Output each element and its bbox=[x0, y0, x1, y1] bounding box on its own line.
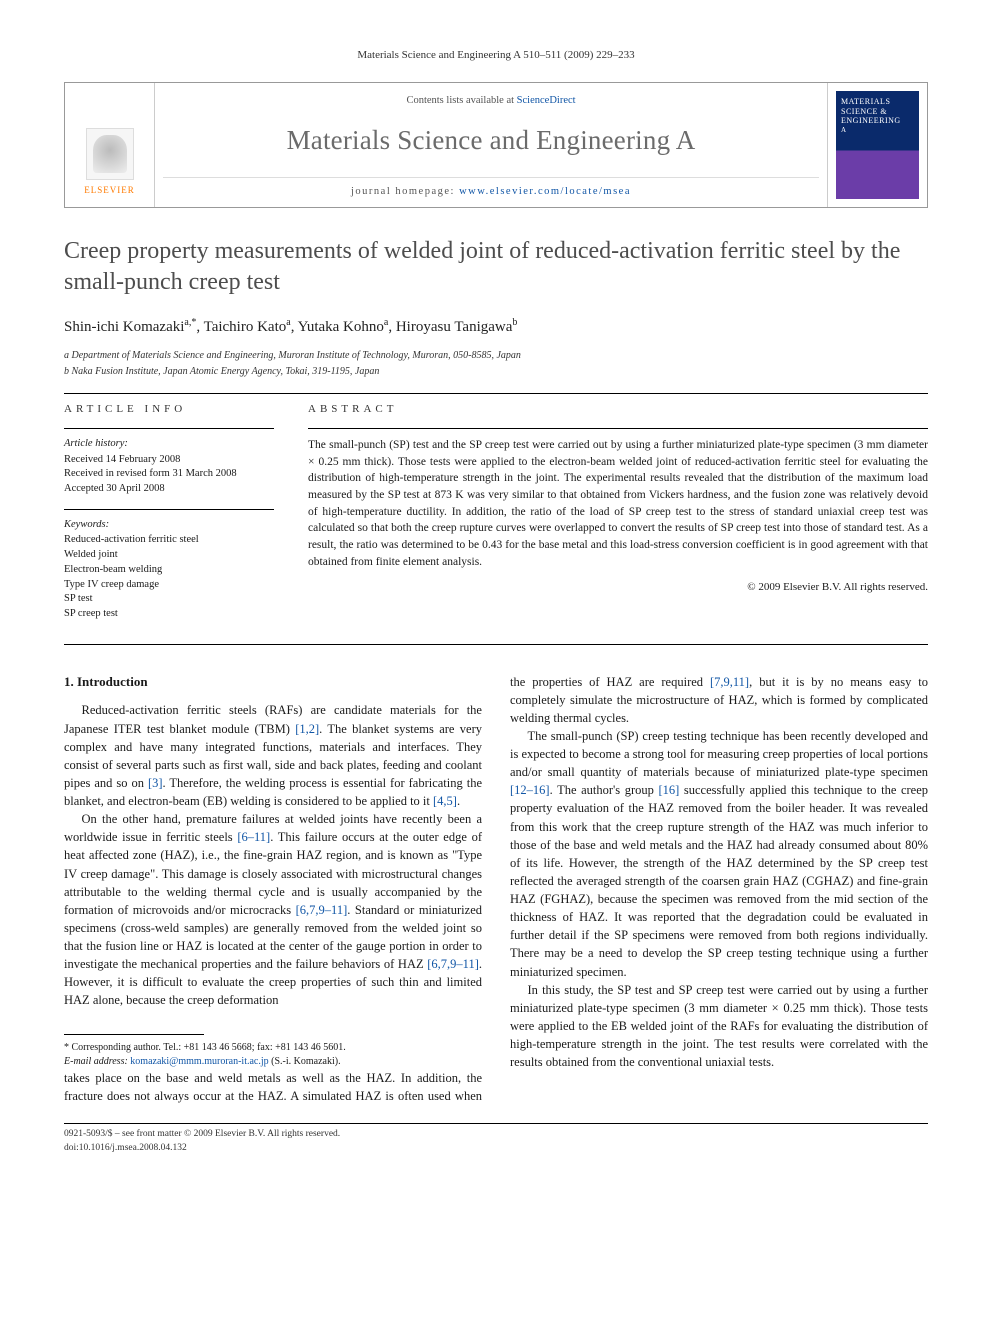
abstract-heading: ABSTRACT bbox=[308, 402, 928, 418]
email-line: E-mail address: komazaki@mmm.muroran-it.… bbox=[64, 1055, 482, 1069]
ref-link-3[interactable]: [3] bbox=[148, 776, 163, 790]
section-1-heading: 1. Introduction bbox=[64, 673, 482, 692]
article-title: Creep property measurements of welded jo… bbox=[64, 236, 928, 298]
intro-p5: In this study, the SP test and SP creep … bbox=[510, 981, 928, 1072]
article-info-heading: ARTICLE INFO bbox=[64, 402, 274, 418]
running-head: Materials Science and Engineering A 510–… bbox=[64, 48, 928, 64]
homepage-line: journal homepage: www.elsevier.com/locat… bbox=[163, 177, 819, 199]
bottom-bar: 0921-5093/$ – see front matter © 2009 El… bbox=[64, 1123, 928, 1156]
keywords-title: Keywords: bbox=[64, 518, 274, 533]
ref-link-6-7-9-11a[interactable]: [6,7,9–11] bbox=[296, 903, 348, 917]
history-0: Received 14 February 2008 bbox=[64, 453, 274, 468]
history-1: Received in revised form 31 March 2008 bbox=[64, 467, 274, 482]
ref-link-6-11[interactable]: [6–11] bbox=[237, 830, 270, 844]
homepage-prefix: journal homepage: bbox=[351, 186, 459, 197]
affil-a: a Department of Materials Science and En… bbox=[64, 349, 928, 364]
email-label: E-mail address: bbox=[64, 1056, 130, 1067]
kw-2: Electron-beam welding bbox=[64, 563, 274, 578]
cover-sub: A bbox=[841, 126, 914, 134]
ref-link-7-9-11[interactable]: [7,9,11] bbox=[710, 675, 749, 689]
abstract-copyright: © 2009 Elsevier B.V. All rights reserved… bbox=[308, 580, 928, 596]
journal-name: Materials Science and Engineering A bbox=[163, 121, 819, 160]
affil-b: b Naka Fusion Institute, Japan Atomic En… bbox=[64, 365, 928, 380]
ref-link-1-2[interactable]: [1,2] bbox=[295, 722, 319, 736]
affiliations: a Department of Materials Science and En… bbox=[64, 349, 928, 379]
p1-d: . bbox=[457, 794, 460, 808]
body-columns: 1. Introduction Reduced-activation ferri… bbox=[64, 673, 928, 1105]
intro-p4: The small-punch (SP) creep testing techn… bbox=[510, 727, 928, 981]
intro-p1: Reduced-activation ferritic steels (RAFs… bbox=[64, 701, 482, 810]
ref-link-4-5[interactable]: [4,5] bbox=[433, 794, 457, 808]
elsevier-logo: ELSEVIER bbox=[84, 128, 135, 197]
elsevier-tree-icon bbox=[86, 128, 134, 180]
p4-a: The small-punch (SP) creep testing techn… bbox=[510, 729, 928, 779]
contents-list-line: Contents lists available at ScienceDirec… bbox=[163, 93, 819, 108]
abs-rule bbox=[308, 428, 928, 429]
kw-0: Reduced-activation ferritic steel bbox=[64, 533, 274, 548]
rule-top bbox=[64, 393, 928, 394]
front-matter-line: 0921-5093/$ – see front matter © 2009 El… bbox=[64, 1128, 928, 1142]
sciencedirect-link[interactable]: ScienceDirect bbox=[517, 95, 576, 106]
doi-line: doi:10.1016/j.msea.2008.04.132 bbox=[64, 1142, 928, 1156]
ref-link-12-16[interactable]: [12–16] bbox=[510, 783, 550, 797]
rule-bottom bbox=[64, 644, 928, 645]
ref-link-6-7-9-11b[interactable]: [6,7,9–11] bbox=[427, 957, 479, 971]
article-info-column: ARTICLE INFO Article history: Received 1… bbox=[64, 402, 274, 634]
abstract-column: ABSTRACT The small-punch (SP) test and t… bbox=[308, 402, 928, 634]
contents-prefix: Contents lists available at bbox=[406, 95, 516, 106]
cover-title: MATERIALS SCIENCE & ENGINEERING bbox=[841, 97, 914, 126]
footnotes: * Corresponding author. Tel.: +81 143 46… bbox=[64, 1041, 482, 1069]
footnote-rule bbox=[64, 1034, 204, 1035]
keywords-block: Keywords: Reduced-activation ferritic st… bbox=[64, 518, 274, 622]
publisher-name: ELSEVIER bbox=[84, 185, 135, 195]
journal-homepage-link[interactable]: www.elsevier.com/locate/msea bbox=[459, 186, 631, 197]
kw-5: SP creep test bbox=[64, 607, 274, 622]
info-rule-1 bbox=[64, 428, 274, 429]
journal-cover-thumb: MATERIALS SCIENCE & ENGINEERING A bbox=[836, 91, 919, 199]
p4-c: successfully applied this technique to t… bbox=[510, 783, 928, 978]
article-history-block: Article history: Received 14 February 20… bbox=[64, 437, 274, 497]
publisher-block: ELSEVIER bbox=[65, 83, 155, 207]
email-tail: (S.-i. Komazaki). bbox=[269, 1056, 341, 1067]
kw-1: Welded joint bbox=[64, 548, 274, 563]
history-title: Article history: bbox=[64, 437, 274, 452]
history-2: Accepted 30 April 2008 bbox=[64, 482, 274, 497]
kw-3: Type IV creep damage bbox=[64, 578, 274, 593]
email-link[interactable]: komazaki@mmm.muroran-it.ac.jp bbox=[130, 1056, 268, 1067]
abstract-text: The small-punch (SP) test and the SP cre… bbox=[308, 437, 928, 570]
p4-b: . The author's group bbox=[550, 783, 659, 797]
ref-link-16[interactable]: [16] bbox=[658, 783, 679, 797]
corresponding-author: * Corresponding author. Tel.: +81 143 46… bbox=[64, 1041, 482, 1055]
info-rule-2 bbox=[64, 509, 274, 510]
journal-header-box: ELSEVIER Contents lists available at Sci… bbox=[64, 82, 928, 208]
authors-line: Shin-ichi Komazakia,*, Taichiro Katoa, Y… bbox=[64, 316, 928, 339]
kw-4: SP test bbox=[64, 592, 274, 607]
intro-p2: On the other hand, premature failures at… bbox=[64, 810, 482, 1009]
